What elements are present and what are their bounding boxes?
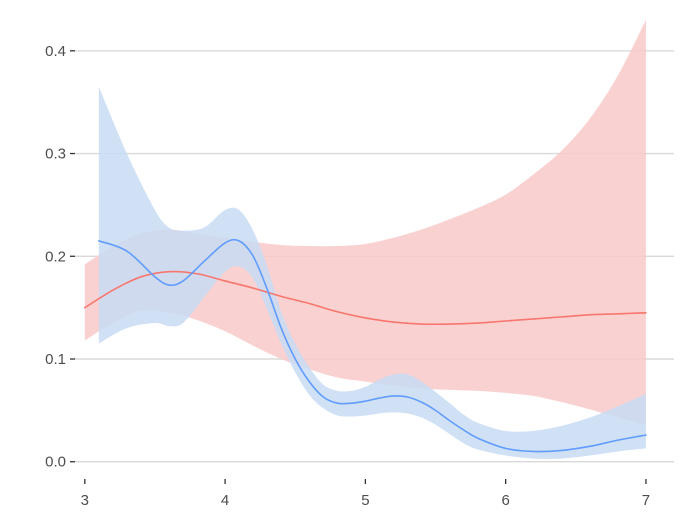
- y-tick-label-4: 0.4: [45, 43, 66, 60]
- x-tick-label-3: 6: [501, 492, 509, 509]
- confidence-band-0: [84, 20, 646, 425]
- trend-line-0: [84, 270, 647, 326]
- trend-lines: [84, 238, 647, 453]
- y-tick-label-3: 0.3: [45, 146, 66, 163]
- confidence-bands: [84, 20, 646, 460]
- y-tick-label-2: 0.2: [45, 248, 66, 265]
- x-tick-label-2: 5: [361, 492, 369, 509]
- axes: 0.0 0.1 0.2 0.3 0.4 3 4 5 6 7: [45, 43, 650, 509]
- y-tick-label-0: 0.0: [45, 454, 66, 471]
- trend-line-1: [98, 238, 647, 453]
- confidence-band-1: [98, 86, 646, 460]
- x-tick-label-4: 7: [642, 492, 650, 509]
- x-tick-label-1: 4: [221, 492, 229, 509]
- x-tick-label-0: 3: [81, 492, 89, 509]
- y-tick-label-1: 0.1: [45, 351, 66, 368]
